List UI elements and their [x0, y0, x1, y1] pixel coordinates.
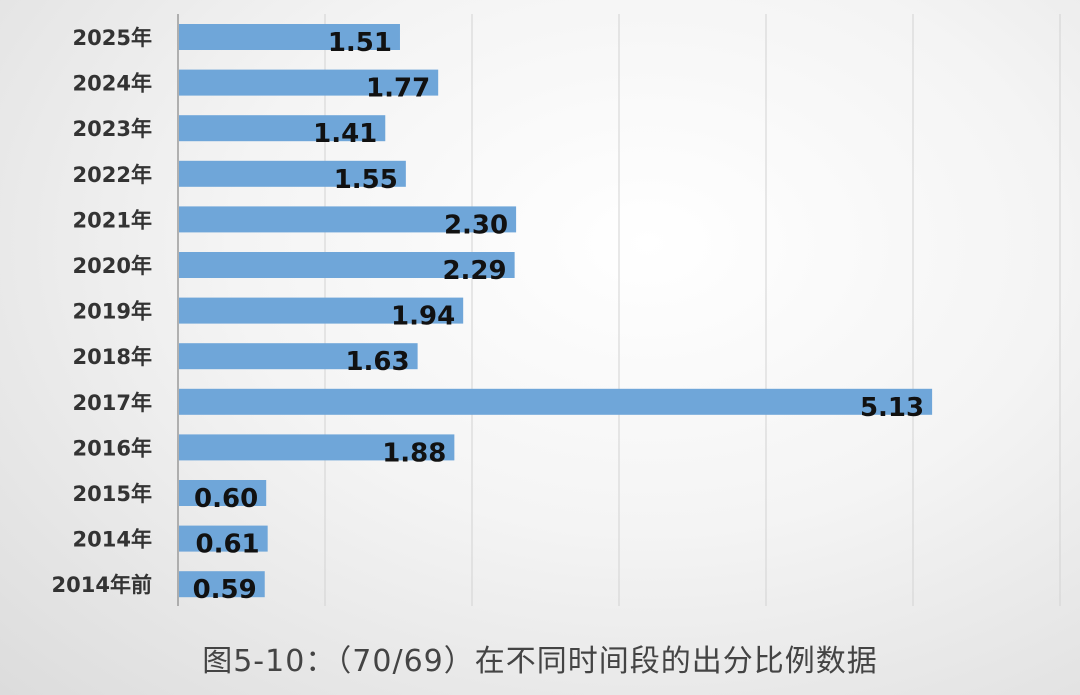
- category-label: 2014年: [73, 528, 152, 552]
- bar: [179, 160, 406, 187]
- bars: [179, 24, 933, 598]
- bar: [179, 388, 933, 415]
- bar: [179, 206, 517, 233]
- category-label: 2025年: [73, 26, 152, 50]
- category-label: 2022年: [73, 163, 152, 187]
- gridlines: [324, 14, 1061, 606]
- value-label: 5.13: [860, 393, 924, 423]
- category-label: 2017年: [73, 391, 152, 415]
- category-label: 2020年: [73, 254, 152, 278]
- category-label: 2024年: [73, 72, 152, 96]
- category-label: 2018年: [73, 345, 152, 369]
- value-label: 0.59: [193, 575, 257, 605]
- labels: 2025年 1.51 2024年 1.77 2023年 1.41 2022年 1.55 2021…: [52, 26, 925, 605]
- bar: [179, 115, 386, 142]
- value-label: 2.29: [442, 256, 506, 286]
- category-label: 2014年前: [52, 573, 152, 597]
- bar: [179, 69, 439, 96]
- bar: [179, 297, 464, 324]
- category-label: 2015年: [73, 482, 152, 506]
- value-label: 1.63: [345, 347, 409, 377]
- category-label: 2016年: [73, 436, 152, 460]
- value-label: 1.77: [366, 74, 430, 104]
- value-label: 1.51: [328, 28, 392, 58]
- value-label: 1.88: [382, 438, 446, 468]
- bar: [179, 343, 418, 370]
- bar: [179, 252, 515, 278]
- bar: [179, 24, 400, 50]
- value-label: 1.41: [313, 119, 377, 149]
- bar: [179, 480, 267, 506]
- value-label: 0.61: [196, 530, 260, 560]
- category-label: 2019年: [73, 300, 152, 324]
- category-label: 2021年: [73, 208, 152, 232]
- bar: [179, 525, 268, 552]
- value-label: 0.60: [194, 484, 258, 514]
- value-label: 1.55: [334, 165, 398, 195]
- bar: [179, 571, 265, 598]
- bar: [179, 434, 455, 461]
- chart-title: 图5-10：（70/69）在不同时间段的出分比例数据: [202, 644, 878, 679]
- value-label: 2.30: [444, 210, 508, 240]
- category-label: 2023年: [73, 117, 152, 141]
- value-label: 1.94: [391, 302, 455, 332]
